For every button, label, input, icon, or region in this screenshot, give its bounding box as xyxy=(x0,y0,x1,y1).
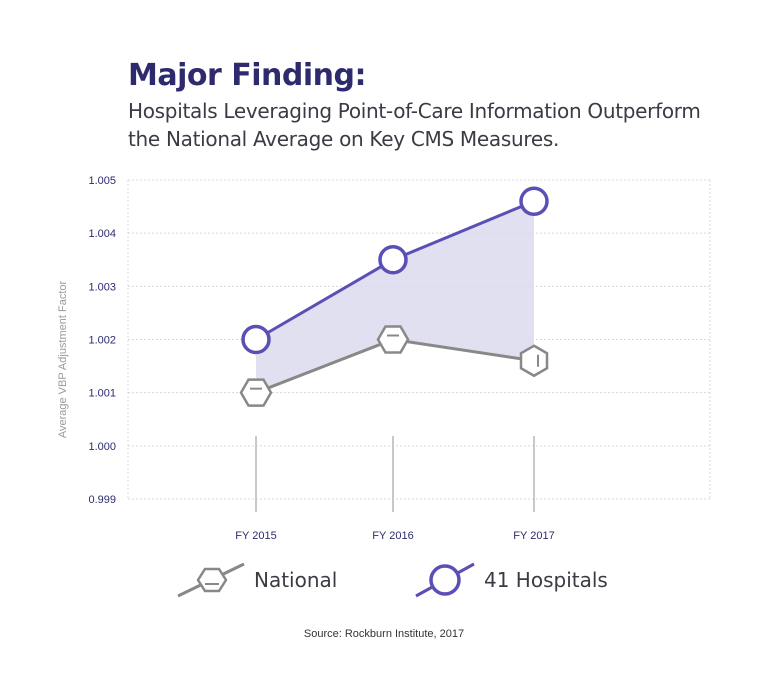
y-tick-label: 1.000 xyxy=(88,441,116,453)
national-point xyxy=(376,325,410,354)
x-tick-label: FY 2016 xyxy=(372,530,413,542)
y-tick-label: 1.003 xyxy=(88,281,116,293)
hospitals-point xyxy=(241,324,271,355)
gap-area xyxy=(256,201,534,393)
y-tick-label: 1.004 xyxy=(88,228,116,240)
y-tick-label: 1.005 xyxy=(88,175,116,187)
national-legend-icon xyxy=(177,562,245,598)
legend-label-hospitals: 41 Hospitals xyxy=(484,568,608,592)
legend-label-national: National xyxy=(254,568,338,592)
hospitals-point xyxy=(378,245,408,275)
national-point xyxy=(519,344,549,378)
chart-subtitle: Hospitals Leveraging Point-of-Care Infor… xyxy=(128,99,701,151)
legend-item-national: National xyxy=(176,558,337,602)
y-tick-label: 1.002 xyxy=(88,335,116,347)
chart-title: Major Finding: xyxy=(128,58,366,93)
x-tick-label: FY 2015 xyxy=(235,530,276,542)
source-note: Source: Rockburn Institute, 2017 xyxy=(303,628,465,640)
legend-item-hospitals: 41 Hospitals xyxy=(414,558,608,602)
y-tick-label: 0.999 xyxy=(88,494,116,506)
y-axis-label: Average VBP Adjustment Factor xyxy=(57,280,69,438)
hospitals-legend-icon xyxy=(415,562,475,598)
national-point xyxy=(239,378,273,407)
x-tick-label: FY 2017 xyxy=(513,530,554,542)
y-tick-label: 1.001 xyxy=(88,388,116,400)
hospitals-point xyxy=(519,186,549,217)
